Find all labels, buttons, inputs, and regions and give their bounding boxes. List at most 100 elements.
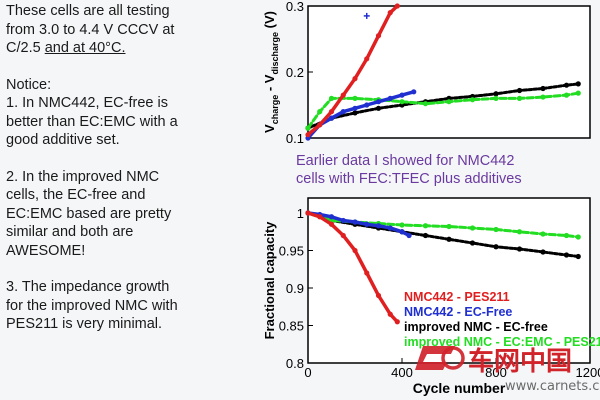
- notes-intro: These cells are all testing from 3.0 to …: [6, 3, 175, 56]
- data-point-red: [394, 3, 400, 9]
- data-point-green: [328, 95, 335, 101]
- data-point-green: [399, 99, 405, 105]
- data-point-green: [493, 226, 499, 233]
- data-point-blue: [399, 229, 405, 235]
- data-point-black: [446, 236, 452, 242]
- data-point-green: [493, 95, 499, 101]
- y-tick-label: 0.95: [279, 244, 304, 259]
- data-point-red: [387, 10, 393, 16]
- carnets-logo-icon: [415, 346, 465, 370]
- chart-voltage-polarization: 0.1 0.2 0.3 Vcharge - Vdischarge (V): [262, 0, 591, 146]
- data-point-green: [516, 95, 523, 101]
- y-tick-label: 0.1: [286, 131, 304, 146]
- data-point-green: [563, 232, 570, 239]
- data-point-blue: [364, 102, 370, 108]
- plot-frame: [307, 5, 591, 139]
- data-point-blue: [387, 95, 393, 101]
- data-point-green: [446, 99, 452, 105]
- data-point-green: [540, 94, 546, 100]
- data-point-black: [493, 244, 499, 250]
- data-point-blue: [411, 89, 417, 95]
- data-point-green: [399, 222, 405, 228]
- data-point-blue: [352, 105, 358, 111]
- x-tick-label: 400: [391, 365, 413, 380]
- data-point-red: [340, 232, 346, 239]
- data-point-blue: [352, 219, 358, 225]
- data-point-blue: [364, 221, 370, 227]
- data-point-blue: [406, 232, 412, 239]
- x-tick-label: 800: [485, 365, 507, 380]
- series-line-green: [306, 91, 580, 130]
- data-point-green: [575, 234, 581, 240]
- data-point-red: [394, 319, 400, 325]
- data-point-red: [317, 122, 323, 128]
- data-point-black: [575, 81, 581, 87]
- data-point-black: [540, 249, 546, 255]
- data-point-green: [469, 97, 476, 103]
- data-point-green: [446, 223, 452, 230]
- data-point-green: [575, 90, 581, 96]
- series-line-blue: [306, 211, 411, 238]
- notes-point-3: 3. The impedance growth for the improved…: [6, 279, 178, 332]
- data-point-blue: [328, 214, 335, 220]
- notes-point-2: 2. In the improved NMC cells, the EC-fre…: [6, 168, 172, 259]
- data-point-red: [305, 210, 311, 216]
- y-tick-label: 1: [297, 206, 304, 221]
- watermark: 车网中国 www.carnets.cn: [415, 346, 600, 394]
- series-red: [305, 210, 400, 325]
- data-point-black: [493, 91, 499, 97]
- data-point-red: [305, 132, 311, 138]
- data-point-blue: [387, 225, 393, 231]
- chart-fractional-capacity: 0.8 0.85 0.9 0.95 1 0 400 800 1200 Fractional cap…: [262, 197, 600, 396]
- data-point-red: [340, 92, 346, 98]
- data-point-blue-outlier: [363, 12, 370, 19]
- legend-entry-blue: NMC442 - EC-Free: [404, 305, 512, 319]
- notes-point-1: 1. In NMC442, EC-free is better than EC:…: [6, 95, 178, 148]
- data-point-blue: [399, 92, 405, 98]
- data-point-black: [563, 82, 570, 88]
- data-point-green: [317, 109, 323, 115]
- data-point-black: [352, 110, 358, 116]
- data-point-black: [516, 246, 523, 252]
- x-tick-label: 1200: [576, 365, 600, 380]
- data-point-red: [375, 292, 382, 299]
- legend-entry-red: NMC442 - PES211: [404, 290, 510, 304]
- data-point-black: [563, 252, 570, 258]
- series-line-blue: [306, 90, 416, 140]
- data-point-green: [540, 231, 546, 237]
- data-point-blue: [328, 115, 335, 121]
- data-point-blue: [375, 223, 382, 229]
- y-tick-label: 0.3: [286, 0, 304, 14]
- data-point-green: [469, 225, 476, 231]
- y-tick-label: 0.9: [286, 281, 304, 296]
- data-point-black: [575, 253, 581, 260]
- data-point-red: [328, 221, 335, 227]
- data-point-red: [364, 56, 370, 62]
- data-point-red: [352, 76, 358, 82]
- y-tick-label: 0.85: [279, 319, 304, 334]
- data-point-blue: [340, 109, 346, 115]
- data-point-black: [422, 232, 429, 239]
- series-green: [305, 90, 581, 131]
- data-point-red: [387, 311, 393, 317]
- y-tick-label: 0.2: [286, 65, 304, 80]
- data-point-blue: [340, 217, 346, 224]
- data-point-red: [317, 214, 323, 220]
- watermark-brand: 车网中国: [468, 346, 572, 377]
- callout-text: Earlier data I showed for NMC442 cells w…: [296, 153, 522, 187]
- data-point-black: [540, 85, 546, 92]
- notes-panel: These cells are all testing from 3.0 to …: [6, 2, 271, 352]
- data-point-green: [563, 92, 570, 98]
- y-axis-label: Vcharge - Vdischarge (V): [262, 11, 280, 133]
- y-axis-label: Fractional capacity: [262, 221, 277, 340]
- data-point-black: [375, 105, 382, 111]
- data-point-blue: [375, 99, 382, 105]
- data-point-green: [352, 95, 358, 101]
- data-point-red: [364, 270, 370, 276]
- legend-entry-green: improved NMC - EC:EMC - PES211: [404, 335, 600, 349]
- y-tick-label: 0.8: [286, 356, 304, 371]
- data-point-green: [422, 101, 429, 107]
